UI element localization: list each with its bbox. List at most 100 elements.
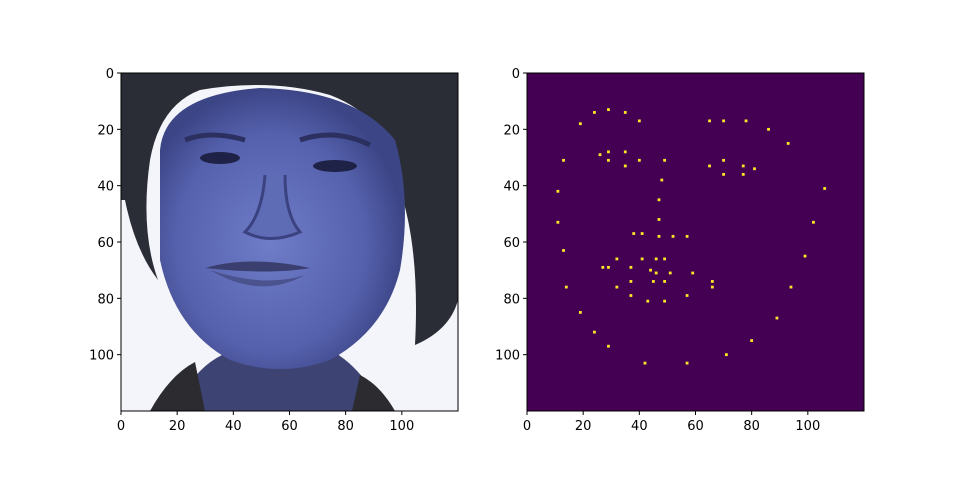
right-ytick-label-1: 20 [503,123,520,138]
right-eye [313,160,357,172]
left-ytick-label-4: 80 [97,292,114,307]
landmark-point [803,254,807,258]
landmark-point [767,127,770,131]
left-xtick-label-4: 80 [337,419,354,434]
right-ytick-label-4: 80 [503,292,520,307]
landmark-point [722,119,725,123]
left-xtick-label-1: 20 [169,419,186,434]
landmark-points [556,108,827,365]
landmark-point [651,280,655,283]
landmark-point [671,234,675,238]
landmark-point [640,232,644,235]
left-brow [184,132,246,143]
right-ytick-label-2: 40 [503,180,520,195]
left-axes: 0 20 40 60 80 100 0 20 40 60 80 100 [89,67,414,434]
landmark-point [615,285,619,289]
landmark-point [663,299,667,303]
landmark-point [632,232,636,235]
landmark-point [708,119,711,123]
left-xtick-label-0: 0 [117,419,125,434]
landmark-point [660,178,664,182]
left-ytick-label-3: 60 [97,236,114,251]
left-ytick-label-2: 40 [97,180,114,195]
landmark-point [657,198,661,202]
landmark-point [607,158,610,162]
landmark-point [601,265,605,269]
landmark-point [657,218,661,221]
landmark-point [741,164,745,168]
landmark-point [562,249,565,252]
landmark-point [775,316,779,320]
left-ytick-label-5: 100 [89,349,114,364]
landmark-point [663,158,667,162]
collar-shape [150,362,395,411]
left-ytick-label-1: 20 [97,123,114,138]
landmark-point [724,353,728,357]
landmark-heatmap-panel [527,73,864,411]
landmark-point [710,280,714,283]
landmark-point [722,158,725,162]
landmark-point [637,158,641,162]
face-image-panel [121,73,458,411]
landmark-point [562,158,565,162]
landmark-point [623,111,627,114]
landmark-point [578,122,582,126]
left-ytick-label-0: 0 [106,67,114,82]
landmark-point [741,173,745,176]
landmark-point [607,108,610,112]
landmark-point [593,111,596,114]
landmark-point [685,294,689,297]
upper-lip [205,261,310,272]
landmark-point [789,285,793,289]
landmark-point [629,280,633,283]
landmark-point [649,268,652,272]
landmark-point [623,164,627,168]
right-xtick-label-3: 60 [687,419,704,434]
landmark-point [668,271,672,275]
landmark-point [654,271,658,275]
landmark-point [607,150,610,154]
landmark-point [685,361,689,365]
right-xtick-label-5: 100 [795,419,820,434]
landmark-point [750,339,754,342]
right-xtick-label-0: 0 [523,419,531,434]
landmark-point [691,271,695,275]
right-xtick-label-4: 80 [743,419,760,434]
landmark-point [710,285,714,289]
right-ytick-label-0: 0 [512,67,520,82]
landmark-point [744,119,748,123]
landmark-point [598,153,602,157]
heatmap-background [527,73,864,411]
landmark-point [556,220,560,224]
right-brow [299,132,372,148]
right-xtick-label-2: 40 [631,419,648,434]
landmark-point [823,187,827,190]
landmark-point [637,119,641,123]
left-eye [200,152,240,164]
landmark-point [615,257,619,261]
landmark-point [722,173,725,176]
landmark-point [607,344,610,348]
landmark-point [685,234,689,238]
landmark-point [556,189,560,193]
landmark-point [654,257,658,261]
right-ytick-label-5: 100 [495,349,520,364]
landmark-point [593,330,596,334]
hair-shape [121,73,458,345]
right-ytick-label-3: 60 [503,236,520,251]
right-xtick-label-1: 20 [575,419,592,434]
landmark-point [646,299,650,303]
landmark-point [812,220,815,224]
landmark-point [657,234,661,238]
landmark-point [607,265,610,269]
landmark-point [663,257,667,261]
left-xtick-label-5: 100 [389,419,414,434]
landmark-point [629,265,633,269]
landmark-point [753,167,756,171]
left-xtick-label-2: 40 [225,419,242,434]
left-xtick-label-3: 60 [281,419,298,434]
landmark-point [708,164,711,168]
landmark-point [786,142,790,145]
landmark-point [578,311,582,314]
